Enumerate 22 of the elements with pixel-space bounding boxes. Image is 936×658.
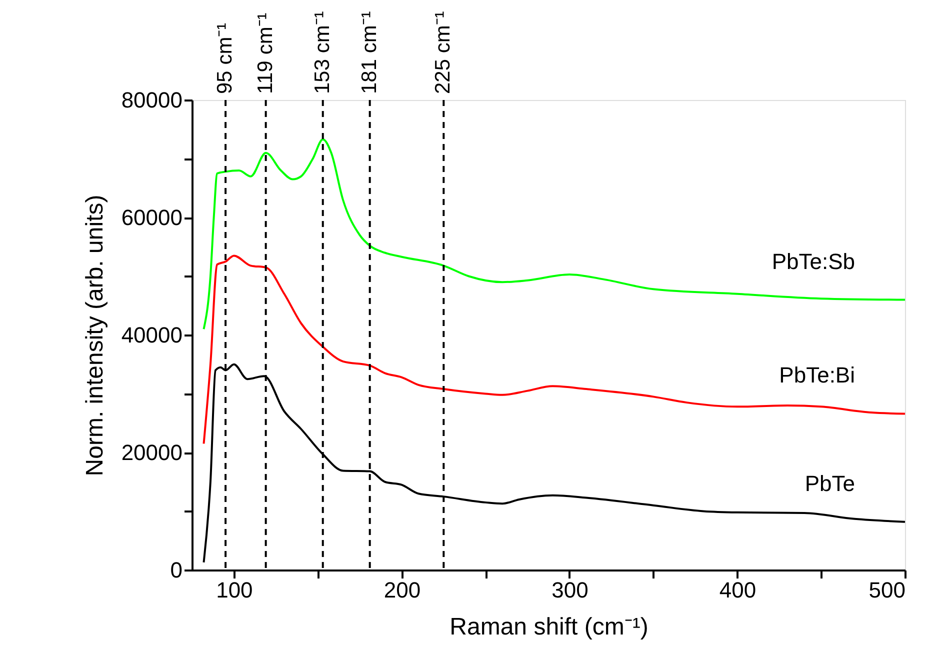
ref-line-label: 153 cm⁻¹ (310, 11, 334, 94)
x-axis-title: Raman shift (cm⁻¹) (450, 614, 648, 640)
ref-line-label: 181 cm⁻¹ (358, 11, 381, 94)
y-tick-label: 20000 (121, 440, 182, 465)
ref-line-label: 119 cm⁻¹ (254, 12, 277, 94)
series-label: PbTe (804, 470, 855, 496)
y-tick-label: 80000 (121, 88, 182, 112)
x-tick-label: 200 (384, 578, 421, 602)
x-tick-label: 400 (719, 578, 756, 602)
series-label: PbTe:Sb (772, 248, 855, 274)
x-tick-label: 500 (868, 578, 906, 602)
ref-line-label: 95 cm⁻¹ (214, 22, 237, 94)
line-series (202, 138, 906, 330)
ref-line-label: 225 cm⁻¹ (432, 11, 455, 94)
x-tick-label: 100 (216, 578, 253, 602)
y-axis-title: Norm. intensity (arb. units) (81, 194, 108, 476)
y-tick-label: 40000 (121, 322, 182, 348)
series-label: PbTe:Bi (779, 362, 855, 388)
y-tick-label: 0 (170, 558, 182, 582)
y-tick-label: 60000 (121, 205, 182, 230)
x-tick-label: 300 (552, 578, 588, 602)
line-series (202, 254, 906, 445)
